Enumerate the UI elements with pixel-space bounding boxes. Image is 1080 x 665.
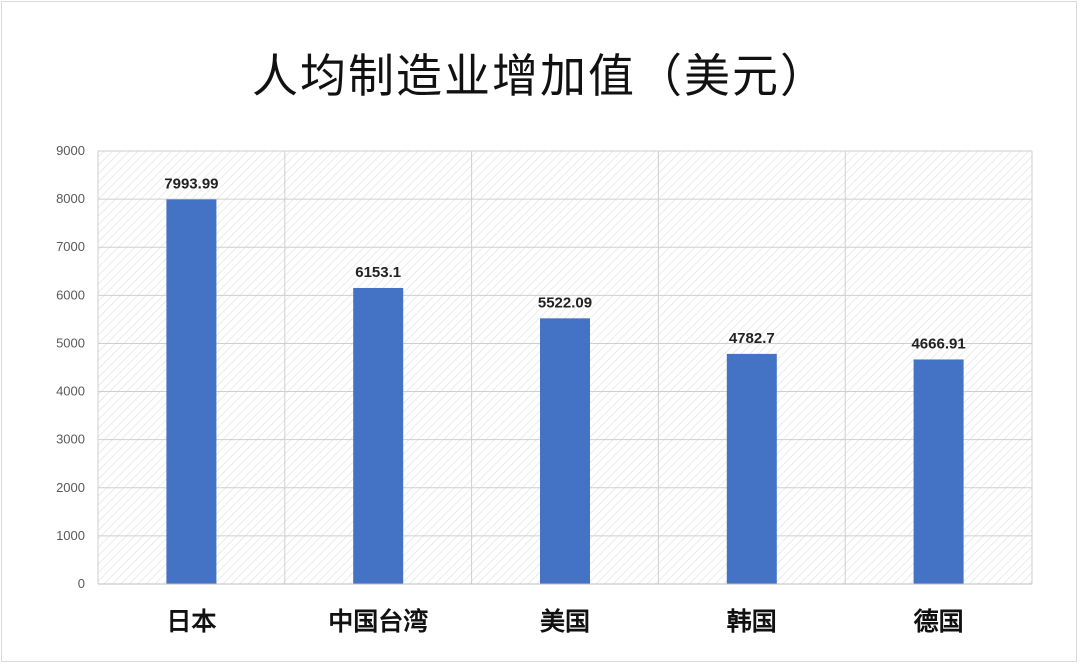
y-tick-label: 8000 (56, 191, 85, 206)
data-label: 4782.7 (729, 330, 775, 347)
y-tick-label: 9000 (56, 143, 85, 158)
bar (913, 359, 964, 584)
y-tick-label: 7000 (56, 239, 85, 254)
x-category-label: 美国 (540, 607, 590, 636)
y-tick-label: 6000 (56, 287, 85, 302)
data-label: 4666.91 (911, 335, 965, 352)
data-label: 6153.1 (355, 264, 401, 281)
x-category-label: 德国 (914, 607, 964, 636)
y-tick-label: 1000 (56, 528, 85, 543)
y-axis: 0 1000 2000 3000 4000 5000 6000 7000 8000 9000 (56, 143, 85, 591)
bars (166, 199, 964, 584)
y-tick-label: 4000 (56, 384, 85, 399)
data-labels: 7993.99 6153.1 5522.09 4782.7 4666.91 (164, 175, 965, 352)
x-category-label: 韩国 (727, 607, 777, 636)
y-tick-label: 3000 (56, 432, 85, 447)
bar (166, 199, 217, 584)
y-tick-label: 5000 (56, 335, 85, 350)
y-tick-label: 0 (78, 576, 85, 591)
y-tick-label: 2000 (56, 480, 85, 495)
data-label: 5522.09 (538, 294, 592, 311)
data-label: 7993.99 (164, 175, 218, 192)
bar (540, 318, 590, 584)
chart-title: 人均制造业增加值（美元） (252, 49, 828, 103)
bar (353, 287, 404, 584)
bar (726, 353, 777, 584)
x-axis: 日本 中国台湾 美国 韩国 德国 (98, 583, 1032, 636)
x-category-label: 日本 (166, 607, 216, 636)
x-category-label: 中国台湾 (328, 607, 428, 636)
